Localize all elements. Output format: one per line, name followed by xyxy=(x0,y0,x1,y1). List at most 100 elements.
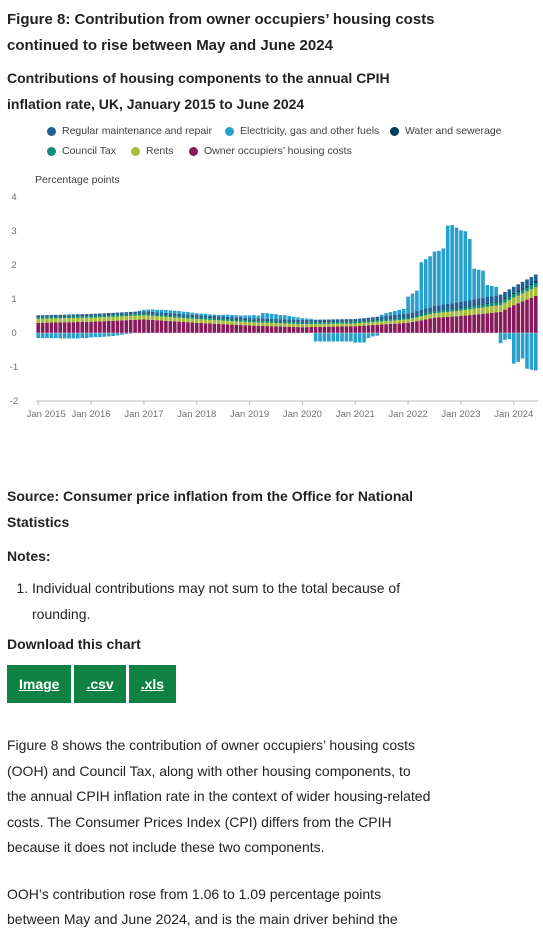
bar-segment xyxy=(84,321,89,333)
bar-segment xyxy=(441,312,446,318)
legend-label: Owner occupiers’ housing costs xyxy=(204,145,352,157)
bar-segment xyxy=(291,316,296,320)
bar-segment xyxy=(177,311,181,314)
bar-segment xyxy=(525,333,529,369)
bar-segment xyxy=(511,297,516,306)
bar-segment xyxy=(401,318,406,320)
bar-segment xyxy=(481,297,485,304)
legend-label: Water and sewerage xyxy=(405,125,502,137)
bar-segment xyxy=(516,303,520,333)
bar-segment xyxy=(172,310,177,314)
bar-segment xyxy=(186,314,190,317)
bar-segment xyxy=(454,308,459,309)
bar-segment xyxy=(529,283,534,286)
bar-segment xyxy=(476,314,481,333)
bar-segment xyxy=(335,333,340,342)
bar-segment xyxy=(511,305,516,333)
bar-segment xyxy=(296,317,300,320)
bar-segment xyxy=(423,315,428,320)
bar-segment xyxy=(401,323,406,333)
bar-segment xyxy=(472,308,476,315)
bar-segment xyxy=(296,323,300,328)
bar-segment xyxy=(533,287,538,296)
bar-segment xyxy=(274,326,278,333)
bar-segment xyxy=(221,320,225,325)
bar-segment xyxy=(142,309,146,312)
bar-segment xyxy=(489,296,494,303)
bar-segment xyxy=(384,319,388,322)
bar-segment xyxy=(221,314,225,317)
bar-segment xyxy=(406,317,410,320)
bar-segment xyxy=(415,321,419,333)
bar-segment xyxy=(221,318,225,321)
bar-segment xyxy=(331,323,336,327)
bar-segment xyxy=(102,315,107,318)
bar-segment xyxy=(397,323,402,333)
bar-segment xyxy=(375,316,380,320)
x-tick-label: Jan 2023 xyxy=(441,409,480,420)
bar-segment xyxy=(269,321,274,323)
bar-segment xyxy=(54,318,58,323)
bar-segment xyxy=(159,309,164,313)
bar-segment xyxy=(520,333,525,359)
bar-segment xyxy=(89,316,93,318)
bar-segment xyxy=(230,321,234,325)
bar-segment xyxy=(415,290,419,312)
bar-segment xyxy=(291,319,296,322)
bar-segment xyxy=(49,318,54,323)
bar-segment xyxy=(230,317,234,319)
legend-item-ooh: Owner occupiers’ housing costs xyxy=(189,145,352,157)
bar-segment xyxy=(181,314,186,316)
bar-segment xyxy=(463,315,468,333)
bar-segment xyxy=(529,333,534,370)
bar-segment xyxy=(331,322,336,324)
bar-segment xyxy=(503,333,507,340)
bar-segment xyxy=(142,312,146,314)
bar-segment xyxy=(344,321,349,322)
bar-segment xyxy=(128,320,133,333)
bar-segment xyxy=(54,322,58,333)
bar-segment xyxy=(366,333,371,339)
bar-segment xyxy=(54,333,58,339)
bar-segment xyxy=(221,324,225,333)
bar-segment xyxy=(124,320,129,333)
y-tick-label: 4 xyxy=(11,192,16,203)
bar-segment xyxy=(243,317,247,320)
bar-segment xyxy=(212,323,217,333)
bar-segment xyxy=(437,305,441,311)
bar-segment xyxy=(111,320,115,333)
bar-segment xyxy=(260,318,265,321)
bar-segment xyxy=(256,322,261,326)
bar-segment xyxy=(511,292,516,295)
bar-segment xyxy=(208,315,212,318)
bar-segment xyxy=(335,326,340,333)
bar-segment xyxy=(199,313,203,316)
bar-segment xyxy=(327,326,331,333)
bar-segment xyxy=(58,316,63,319)
bar-segment xyxy=(485,306,490,314)
bar-segment xyxy=(36,315,41,317)
download-xls-button[interactable]: .xls xyxy=(128,665,177,703)
bar-segment xyxy=(71,322,76,333)
bar-segment xyxy=(172,321,177,333)
download-buttons: Image .csv .xls xyxy=(7,665,536,703)
download-image-button[interactable]: Image xyxy=(7,665,72,703)
bar-segment xyxy=(467,238,472,301)
bar-segment xyxy=(516,333,520,362)
bar-segment xyxy=(322,333,327,342)
bar-segment xyxy=(106,314,111,316)
bar-segment xyxy=(62,314,67,316)
bar-segment xyxy=(300,321,305,323)
bar-segment xyxy=(529,285,534,290)
bar-segment xyxy=(234,317,239,319)
bar-segment xyxy=(533,283,538,288)
chart-legend: Regular maintenance and repair Electrici… xyxy=(7,125,536,167)
bar-segment xyxy=(366,325,371,333)
bar-segment xyxy=(203,317,208,318)
bar-segment xyxy=(58,333,63,339)
download-csv-button[interactable]: .csv xyxy=(74,665,126,703)
bar-segment xyxy=(150,313,155,315)
bar-segment xyxy=(265,322,269,327)
bar-segment xyxy=(115,314,120,317)
bar-segment xyxy=(340,323,344,327)
